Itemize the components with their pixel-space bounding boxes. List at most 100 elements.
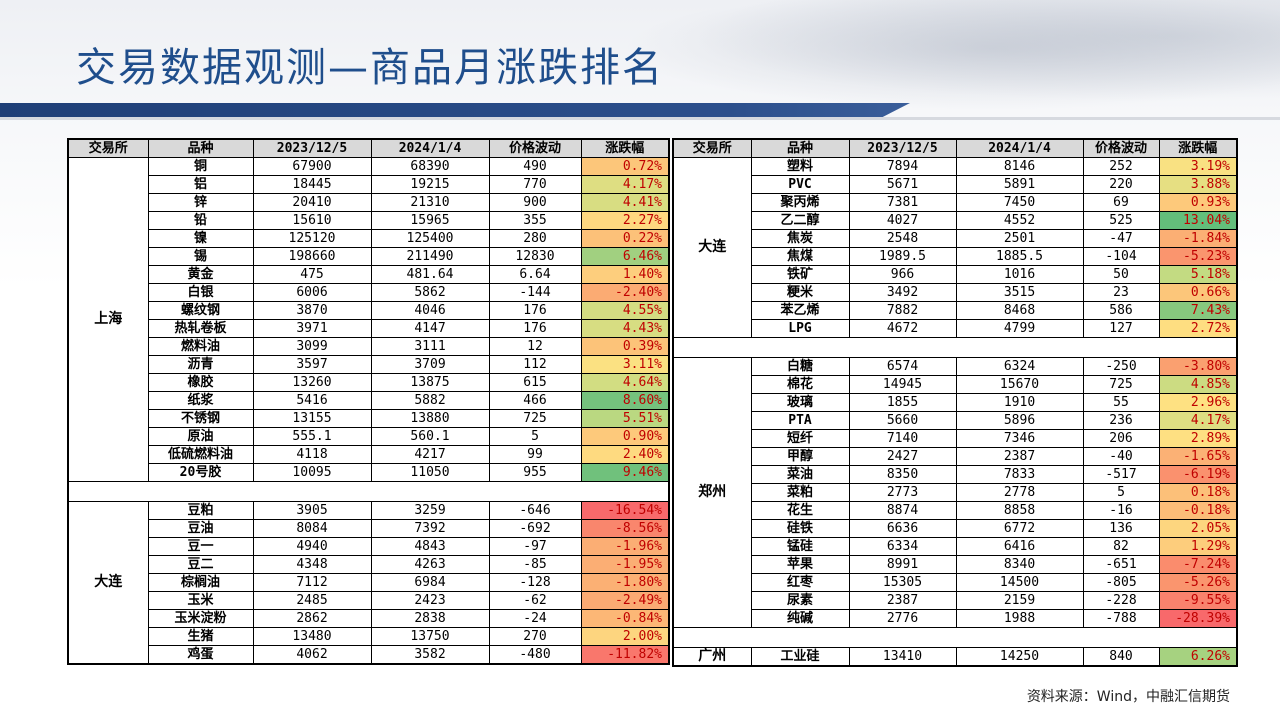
price-change-cell: 252 <box>1082 157 1160 176</box>
table-row: 生猪 13480 13750 270 2.00% <box>68 627 670 646</box>
header-date-1: 2023/12/5 <box>252 138 372 158</box>
table-row: 锡 198660 211490 12830 6.46% <box>68 247 670 266</box>
price-start-cell: 3870 <box>252 301 372 320</box>
table-row: 豆二 4348 4263 -85 -1.95% <box>68 555 670 574</box>
price-change-cell: 55 <box>1082 393 1160 412</box>
price-end-cell: 15670 <box>955 375 1084 394</box>
pct-change-cell: -2.49% <box>580 591 670 610</box>
price-start-cell: 7381 <box>848 193 957 212</box>
price-start-cell: 15305 <box>848 573 957 592</box>
pct-change-cell: -0.84% <box>580 609 670 628</box>
price-start-cell: 3905 <box>252 501 372 520</box>
price-change-cell: 112 <box>488 355 582 374</box>
price-end-cell: 3259 <box>370 501 490 520</box>
price-start-cell: 8084 <box>252 519 372 538</box>
variety-cell: 黄金 <box>147 265 254 284</box>
table-row: 大连 豆粕 3905 3259 -646 -16.54% <box>67 501 670 665</box>
variety-cell: 豆粕 <box>147 501 254 520</box>
table-row: 郑州 白糖 6574 6324 -250 -3.80% <box>672 357 1238 628</box>
table-row: 棕榈油 7112 6984 -128 -1.80% <box>68 573 670 592</box>
price-start-cell: 6334 <box>848 537 957 556</box>
price-start-cell: 5671 <box>848 175 957 194</box>
pct-change-cell: 0.72% <box>580 157 670 176</box>
table-row: 甲醇 2427 2387 -40 -1.65% <box>673 447 1238 466</box>
price-end-cell: 211490 <box>370 247 490 266</box>
variety-cell: 纸浆 <box>147 391 254 410</box>
exchange-cell: 大连 <box>67 501 149 665</box>
price-change-cell: 355 <box>488 211 582 230</box>
price-change-cell: 490 <box>488 157 582 176</box>
pct-change-cell: -7.24% <box>1158 555 1238 574</box>
price-change-cell: 127 <box>1082 319 1160 338</box>
variety-cell: 棕榈油 <box>147 573 254 592</box>
price-start-cell: 2485 <box>252 591 372 610</box>
variety-cell: 不锈钢 <box>147 409 254 428</box>
pct-change-cell: 1.29% <box>1158 537 1238 556</box>
table-row: 纸浆 5416 5882 466 8.60% <box>68 391 670 410</box>
pct-change-cell: 4.17% <box>1158 411 1238 430</box>
price-change-cell: 466 <box>488 391 582 410</box>
price-change-cell: 280 <box>488 229 582 248</box>
variety-cell: 焦炭 <box>750 229 850 248</box>
header-date-2: 2024/1/4 <box>955 138 1084 158</box>
table-row: 白银 6006 5862 -144 -2.40% <box>68 283 670 302</box>
variety-cell: 20号胶 <box>147 463 254 482</box>
price-start-cell: 8350 <box>848 465 957 484</box>
group-separator <box>68 481 669 502</box>
price-change-cell: 615 <box>488 373 582 392</box>
header-date-1: 2023/12/5 <box>848 138 957 158</box>
price-end-cell: 13750 <box>370 627 490 646</box>
price-start-cell: 20410 <box>252 193 372 212</box>
header-price-change: 价格波动 <box>1082 138 1160 158</box>
price-change-cell: -104 <box>1082 247 1160 266</box>
exchange-cell: 广州 <box>672 647 752 667</box>
price-start-cell: 7882 <box>848 301 957 320</box>
price-end-cell: 481.64 <box>370 265 490 284</box>
price-end-cell: 7392 <box>370 519 490 538</box>
price-change-cell: 6.64 <box>488 265 582 284</box>
price-start-cell: 1855 <box>848 393 957 412</box>
pct-change-cell: -0.18% <box>1158 501 1238 520</box>
price-start-cell: 2776 <box>848 609 957 628</box>
price-end-cell: 6324 <box>955 357 1084 376</box>
price-start-cell: 125120 <box>252 229 372 248</box>
price-change-cell: 236 <box>1082 411 1160 430</box>
variety-cell: 玉米淀粉 <box>147 609 254 628</box>
pct-change-cell: -9.55% <box>1158 591 1238 610</box>
price-end-cell: 4046 <box>370 301 490 320</box>
variety-cell: 短纤 <box>750 429 850 448</box>
pct-change-cell: -5.23% <box>1158 247 1238 266</box>
price-start-cell: 3597 <box>252 355 372 374</box>
price-start-cell: 7112 <box>252 573 372 592</box>
price-change-cell: -47 <box>1082 229 1160 248</box>
pct-change-cell: -5.26% <box>1158 573 1238 592</box>
variety-cell: 燃料油 <box>147 337 254 356</box>
price-end-cell: 2501 <box>955 229 1084 248</box>
price-change-cell: 725 <box>1082 375 1160 394</box>
variety-cell: 硅铁 <box>750 519 850 538</box>
price-end-cell: 8858 <box>955 501 1084 520</box>
variety-cell: 塑料 <box>750 157 850 176</box>
price-change-cell: 840 <box>1082 647 1160 667</box>
price-end-cell: 14500 <box>955 573 1084 592</box>
price-change-cell: 50 <box>1082 265 1160 284</box>
variety-cell: 锡 <box>147 247 254 266</box>
price-end-cell: 6416 <box>955 537 1084 556</box>
price-start-cell: 2427 <box>848 447 957 466</box>
price-change-cell: -62 <box>488 591 582 610</box>
table-row: 铅 15610 15965 355 2.27% <box>68 211 670 230</box>
table-row: PVC 5671 5891 220 3.88% <box>673 175 1238 194</box>
price-start-cell: 4062 <box>252 645 372 665</box>
variety-cell: 焦煤 <box>750 247 850 266</box>
pct-change-cell: 3.19% <box>1158 157 1238 176</box>
pct-change-cell: 5.18% <box>1158 265 1238 284</box>
variety-cell: 白糖 <box>750 357 850 376</box>
table-header-row: 交易所 品种 2023/12/5 2024/1/4 价格波动 涨跌幅 <box>67 138 670 158</box>
price-start-cell: 2548 <box>848 229 957 248</box>
table-row: PTA 5660 5896 236 4.17% <box>673 411 1238 430</box>
variety-cell: 镍 <box>147 229 254 248</box>
variety-cell: 铜 <box>147 157 254 176</box>
price-change-cell: -228 <box>1082 591 1160 610</box>
price-change-cell: -144 <box>488 283 582 302</box>
pct-change-cell: 2.05% <box>1158 519 1238 538</box>
